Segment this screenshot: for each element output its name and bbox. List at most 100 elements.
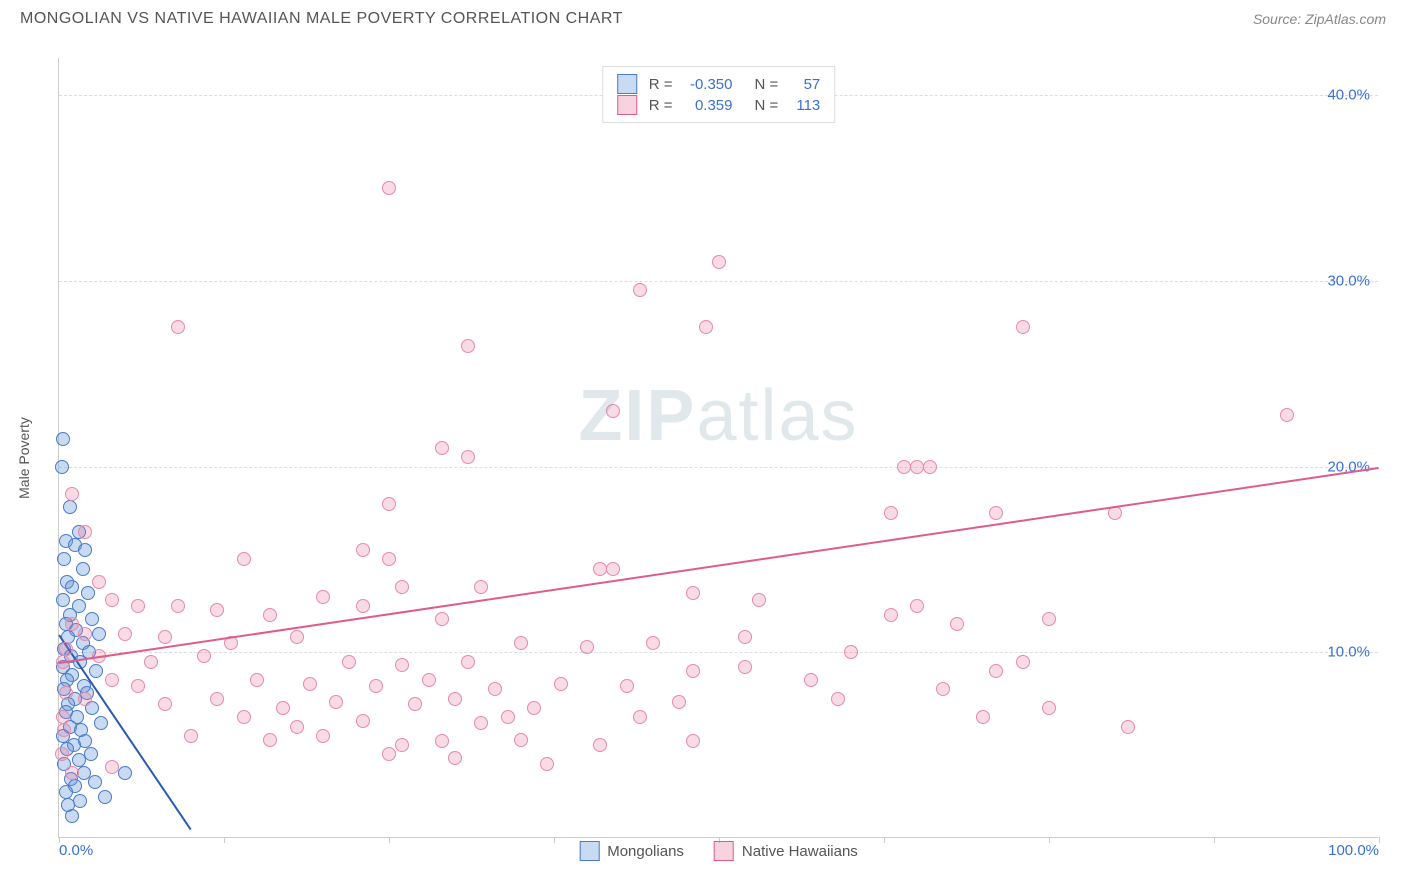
scatter-point <box>804 673 818 687</box>
y-axis-label: Male Poverty <box>16 417 32 499</box>
scatter-point <box>752 593 766 607</box>
scatter-point <box>56 593 70 607</box>
scatter-point <box>382 747 396 761</box>
x-tick <box>389 837 390 843</box>
scatter-point <box>435 734 449 748</box>
x-tick <box>1049 837 1050 843</box>
x-tick <box>884 837 885 843</box>
scatter-point <box>844 645 858 659</box>
gridline <box>59 652 1378 653</box>
scatter-point <box>316 729 330 743</box>
scatter-point <box>88 775 102 789</box>
trend-line <box>59 467 1379 664</box>
scatter-point <box>1042 612 1056 626</box>
scatter-point <box>910 460 924 474</box>
legend-stats: R = -0.350 N = 57 R = 0.359 N = 113 <box>602 66 836 123</box>
chart-container: Male Poverty ZIPatlas R = -0.350 N = 57 … <box>48 48 1388 868</box>
legend-series: Mongolians Native Hawaiians <box>579 841 858 861</box>
scatter-point <box>686 586 700 600</box>
legend-stats-row: R = 0.359 N = 113 <box>617 95 821 115</box>
scatter-point <box>342 655 356 669</box>
scatter-point <box>554 677 568 691</box>
scatter-point <box>65 580 79 594</box>
scatter-point <box>1280 408 1294 422</box>
scatter-point <box>633 710 647 724</box>
scatter-point <box>738 630 752 644</box>
scatter-point <box>395 738 409 752</box>
legend-label: Native Hawaiians <box>742 843 858 860</box>
x-tick <box>554 837 555 843</box>
scatter-point <box>884 608 898 622</box>
scatter-point <box>316 590 330 604</box>
scatter-point <box>158 697 172 711</box>
scatter-point <box>474 580 488 594</box>
legend-swatch-icon <box>617 95 637 115</box>
scatter-point <box>593 562 607 576</box>
scatter-point <box>369 679 383 693</box>
scatter-point <box>936 682 950 696</box>
n-label: N = <box>755 97 779 114</box>
scatter-point <box>738 660 752 674</box>
scatter-point <box>59 785 73 799</box>
scatter-point <box>73 794 87 808</box>
scatter-point <box>435 612 449 626</box>
scatter-point <box>89 664 103 678</box>
scatter-point <box>59 686 73 700</box>
gridline <box>59 467 1378 468</box>
scatter-point <box>56 432 70 446</box>
r-value: -0.350 <box>681 76 733 93</box>
scatter-point <box>237 552 251 566</box>
scatter-point <box>461 339 475 353</box>
scatter-point <box>250 673 264 687</box>
scatter-point <box>633 283 647 297</box>
scatter-point <box>712 255 726 269</box>
n-value: 113 <box>786 97 820 114</box>
scatter-point <box>1121 720 1135 734</box>
scatter-point <box>593 738 607 752</box>
scatter-point <box>382 181 396 195</box>
x-tick <box>1214 837 1215 843</box>
scatter-point <box>56 710 70 724</box>
scatter-point <box>263 733 277 747</box>
scatter-point <box>105 760 119 774</box>
scatter-point <box>78 525 92 539</box>
scatter-point <box>92 575 106 589</box>
scatter-point <box>989 664 1003 678</box>
scatter-point <box>55 460 69 474</box>
gridline <box>59 281 1378 282</box>
scatter-point <box>94 716 108 730</box>
scatter-point <box>98 790 112 804</box>
scatter-point <box>699 320 713 334</box>
scatter-point <box>408 697 422 711</box>
scatter-point <box>57 723 71 737</box>
scatter-point <box>78 627 92 641</box>
r-label: R = <box>649 97 673 114</box>
scatter-point <box>197 649 211 663</box>
scatter-point <box>92 627 106 641</box>
scatter-point <box>910 599 924 613</box>
scatter-point <box>580 640 594 654</box>
scatter-point <box>897 460 911 474</box>
scatter-point <box>461 655 475 669</box>
scatter-point <box>356 714 370 728</box>
scatter-point <box>329 695 343 709</box>
scatter-point <box>395 658 409 672</box>
scatter-point <box>55 747 69 761</box>
scatter-point <box>606 562 620 576</box>
scatter-point <box>65 487 79 501</box>
scatter-point <box>118 766 132 780</box>
scatter-point <box>81 586 95 600</box>
scatter-point <box>290 630 304 644</box>
legend-item: Native Hawaiians <box>714 841 858 861</box>
scatter-point <box>144 655 158 669</box>
scatter-point <box>620 679 634 693</box>
scatter-point <box>382 497 396 511</box>
x-tick <box>1379 837 1380 843</box>
r-label: R = <box>649 76 673 93</box>
scatter-point <box>884 506 898 520</box>
legend-item: Mongolians <box>579 841 684 861</box>
scatter-point <box>158 630 172 644</box>
source-label: Source: ZipAtlas.com <box>1253 11 1386 27</box>
scatter-point <box>78 543 92 557</box>
scatter-point <box>61 798 75 812</box>
